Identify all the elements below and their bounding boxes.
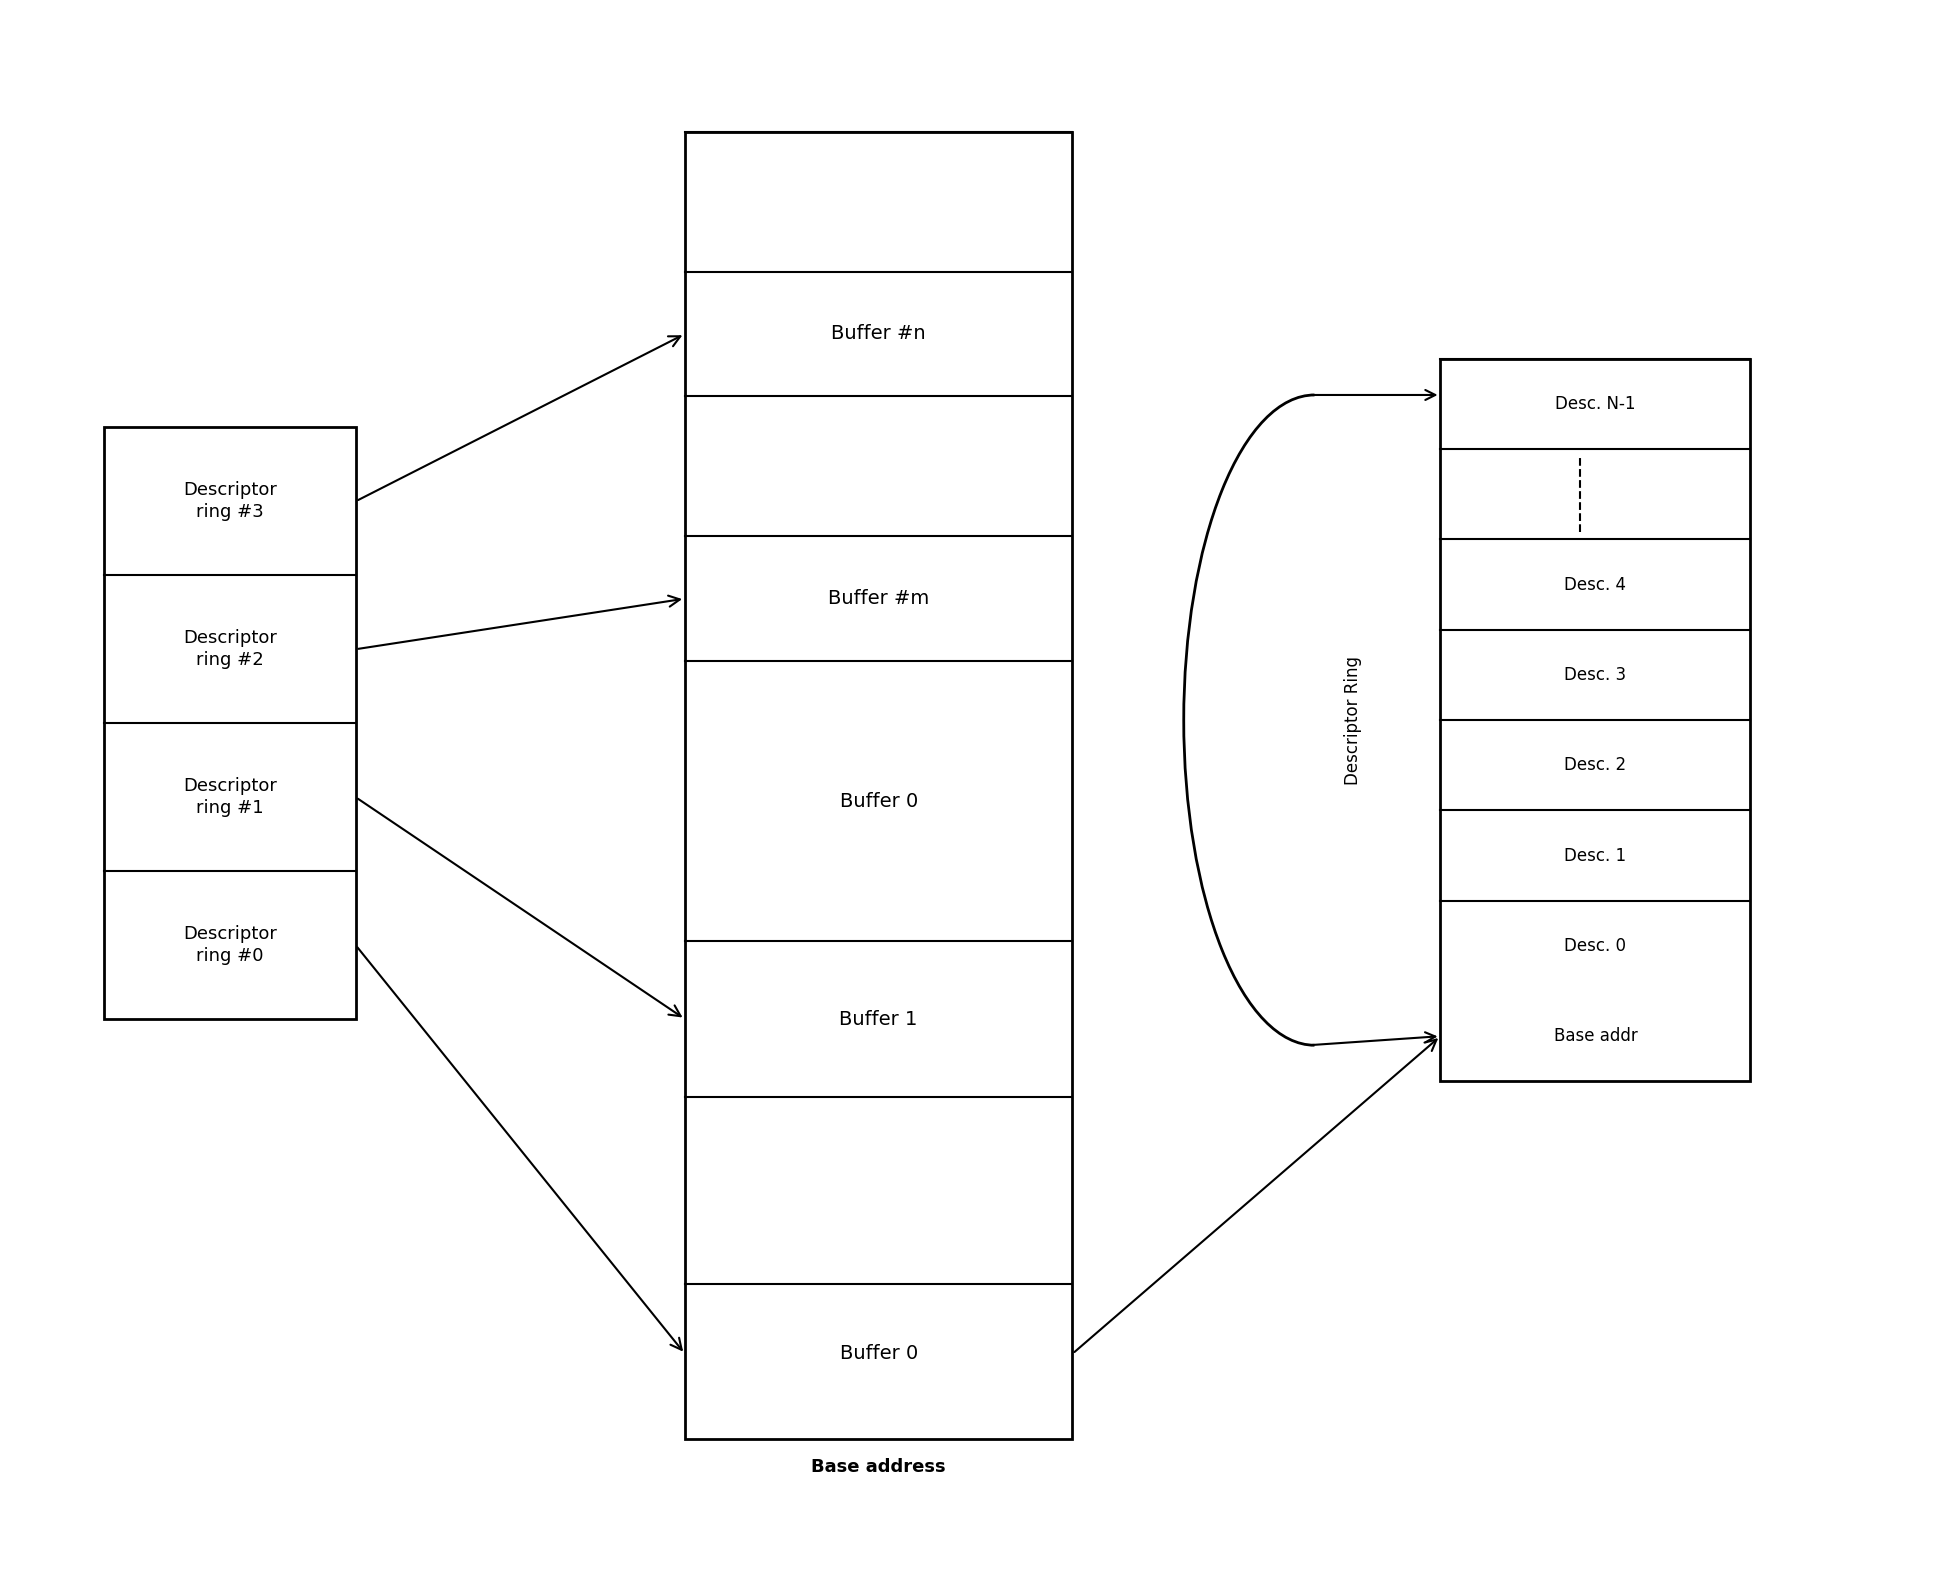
Bar xyxy=(685,132,1073,1439)
Text: Desc. 1: Desc. 1 xyxy=(1565,847,1627,864)
Text: Buffer 0: Buffer 0 xyxy=(839,792,917,811)
Text: Descriptor Ring: Descriptor Ring xyxy=(1344,655,1362,784)
Text: Base addr: Base addr xyxy=(1553,1027,1637,1045)
Text: Desc. 3: Desc. 3 xyxy=(1565,666,1627,683)
Text: Buffer #n: Buffer #n xyxy=(831,325,927,344)
Text: Desc. 2: Desc. 2 xyxy=(1565,756,1627,775)
Text: Buffer 1: Buffer 1 xyxy=(839,1010,917,1029)
Text: Descriptor
ring #0: Descriptor ring #0 xyxy=(183,925,277,965)
Text: Descriptor
ring #1: Descriptor ring #1 xyxy=(183,778,277,817)
Bar xyxy=(1440,358,1750,1081)
Text: Buffer #m: Buffer #m xyxy=(827,589,929,608)
Text: Desc. 0: Desc. 0 xyxy=(1565,936,1627,955)
Text: Desc. N-1: Desc. N-1 xyxy=(1555,394,1635,413)
Text: Desc. 4: Desc. 4 xyxy=(1565,575,1627,594)
Bar xyxy=(103,427,355,1020)
Text: Descriptor
ring #3: Descriptor ring #3 xyxy=(183,481,277,522)
Text: Buffer 0: Buffer 0 xyxy=(839,1345,917,1364)
Text: Descriptor
ring #2: Descriptor ring #2 xyxy=(183,628,277,669)
Text: Base address: Base address xyxy=(812,1458,946,1477)
